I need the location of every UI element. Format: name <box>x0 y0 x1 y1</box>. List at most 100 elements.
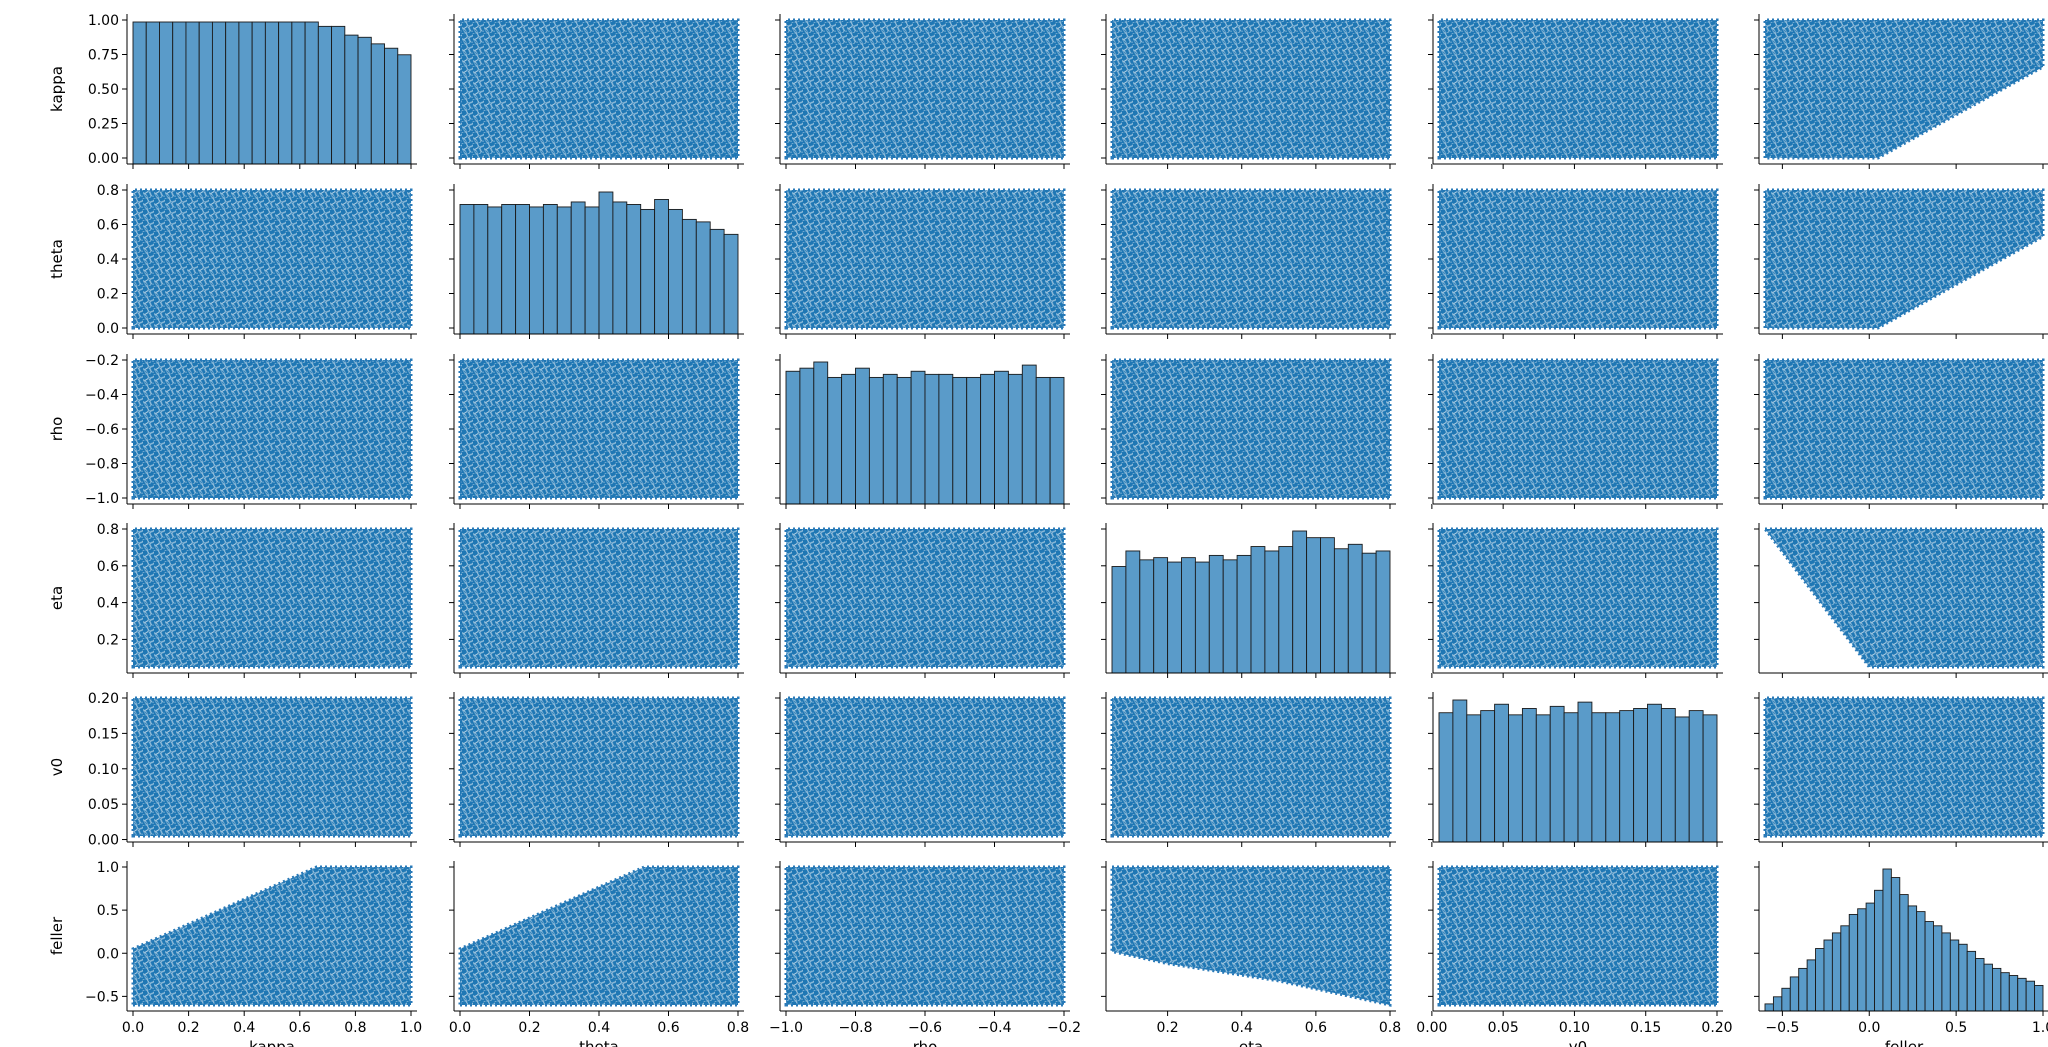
panel-eta-vs-theta <box>449 523 744 678</box>
hist-bar-feller-0 <box>1764 1003 1774 1012</box>
scatter-edge-theta-vs-kappa <box>131 188 413 330</box>
hist-bar-eta-6 <box>1194 561 1210 674</box>
hist-bar-feller-3 <box>1789 976 1800 1012</box>
scatter-cloud-kappa-vs-theta <box>460 20 738 158</box>
scatter-edge-kappa-vs-theta <box>458 18 740 160</box>
hist-bar-kappa-18 <box>370 43 385 165</box>
panel-v0-vs-eta <box>1101 692 1396 847</box>
y-axis-label-kappa: kappa <box>48 66 66 112</box>
panel-eta-vs-feller <box>1754 523 2048 678</box>
y-axis-label-feller: feller <box>48 916 66 955</box>
hist-bar-rho-5 <box>855 367 870 505</box>
x-tick-label-kappa: 1.0 <box>400 1020 422 1036</box>
hist-bar-rho-1 <box>799 367 815 505</box>
hist-bar-feller-14 <box>1882 868 1892 1012</box>
hist-bar-theta-11 <box>612 201 628 335</box>
hist-bar-theta-2 <box>487 206 503 335</box>
y-tick-label-feller: 0.0 <box>97 946 119 962</box>
hist-bar-feller-12 <box>1865 902 1875 1012</box>
hist-bar-eta-2 <box>1139 559 1155 674</box>
y-tick-label-v0: 0.05 <box>88 797 119 813</box>
hist-bar-theta-15 <box>668 208 683 335</box>
hist-bar-feller-2 <box>1781 987 1791 1012</box>
hist-bar-feller-10 <box>1848 913 1859 1012</box>
hist-bar-v0-14 <box>1633 708 1648 843</box>
hist-bar-rho-17 <box>1021 364 1037 505</box>
scatter-edge-feller-vs-v0 <box>1437 865 1719 1007</box>
scatter-edge-eta-vs-theta <box>458 527 740 669</box>
hist-bar-eta-1 <box>1125 550 1141 674</box>
labels: 0.00 0.25 0.50 0.75 1.00 0.0 0.2 0.4 0.6 0.8 −1.0 −… <box>48 13 2048 1047</box>
y-tick-label-rho: −1.0 <box>85 491 119 507</box>
panel-rho-vs-feller <box>1754 354 2048 509</box>
y-tick-label-eta: 0.6 <box>97 559 119 575</box>
scatter-cloud-feller-vs-eta <box>1112 867 1390 1005</box>
y-tick-label-v0: 0.20 <box>88 691 119 707</box>
scatter-cloud-v0-vs-eta <box>1112 698 1390 836</box>
scatter-cloud-v0-vs-kappa <box>133 698 411 836</box>
x-tick-label-feller: 1.0 <box>2032 1020 2048 1036</box>
x-tick-label-rho: −0.6 <box>908 1020 942 1036</box>
x-tick-label-theta: 0.2 <box>518 1020 540 1036</box>
panel-kappa-vs-theta <box>449 14 744 169</box>
hist-bar-kappa-8 <box>238 21 253 165</box>
hist-bar-rho-9 <box>910 370 926 505</box>
hist-bar-theta-0 <box>459 204 475 335</box>
hist-bar-kappa-7 <box>225 21 240 165</box>
hist-bar-theta-3 <box>501 204 517 335</box>
panel-kappa-vs-eta <box>1101 14 1396 169</box>
hist-bar-kappa-14 <box>317 25 333 165</box>
hist-bar-theta-6 <box>542 204 558 335</box>
hist-bar-eta-16 <box>1333 548 1349 674</box>
hist-bar-rho-11 <box>938 373 954 505</box>
panel-v0-vs-v0 <box>1428 692 1723 847</box>
panel-theta-vs-v0 <box>1428 184 1723 339</box>
hist-bar-feller-11 <box>1857 908 1867 1012</box>
scatter-edge-eta-vs-feller <box>1761 527 2045 669</box>
hist-bar-feller-22 <box>1949 939 1960 1012</box>
panels <box>122 14 2048 1016</box>
hist-bar-feller-17 <box>1907 905 1918 1012</box>
hist-bar-kappa-13 <box>304 21 319 165</box>
scatter-edge-rho-vs-v0 <box>1437 358 1719 500</box>
scatter-edge-theta-vs-feller <box>1763 188 2045 330</box>
hist-bar-rho-13 <box>966 376 982 505</box>
x-tick-label-eta: 0.2 <box>1156 1020 1178 1036</box>
hist-bar-theta-12 <box>626 204 642 335</box>
hist-bar-feller-18 <box>1916 911 1926 1012</box>
scatter-cloud-kappa-vs-v0 <box>1439 20 1717 158</box>
panel-feller-vs-theta <box>449 861 744 1016</box>
scatter-edge-rho-vs-eta <box>1110 358 1392 500</box>
hist-bar-v0-19 <box>1702 714 1718 843</box>
hist-bar-kappa-20 <box>397 54 412 165</box>
y-tick-label-feller: 0.5 <box>97 903 119 919</box>
hist-bar-eta-13 <box>1292 530 1308 674</box>
panel-eta-vs-rho <box>775 523 1070 678</box>
x-tick-label-rho: −0.8 <box>839 1020 873 1036</box>
y-tick-label-eta: 0.4 <box>97 596 119 612</box>
panel-rho-vs-rho <box>775 354 1070 509</box>
panel-theta-vs-kappa <box>122 184 417 339</box>
x-axis-label-theta: theta <box>579 1038 619 1047</box>
hist-bar-kappa-15 <box>331 25 346 165</box>
panel-v0-vs-feller <box>1754 692 2048 847</box>
scatter-edge-kappa-vs-feller <box>1763 18 2045 160</box>
scatter-cloud-rho-vs-feller <box>1765 360 2043 498</box>
scatter-cloud-kappa-vs-feller <box>1765 20 2043 158</box>
hist-bar-eta-4 <box>1167 561 1182 674</box>
scatter-cloud-eta-vs-v0 <box>1439 529 1717 667</box>
x-axis-label-kappa: kappa <box>249 1038 295 1047</box>
scatter-edge-feller-vs-theta <box>458 865 740 1007</box>
scatter-cloud-rho-vs-eta <box>1112 360 1390 498</box>
hist-bar-v0-4 <box>1494 703 1509 843</box>
scatter-cloud-eta-vs-rho <box>786 529 1064 667</box>
scatter-cloud-theta-vs-feller <box>1765 190 2043 328</box>
scatter-cloud-rho-vs-theta <box>460 360 738 498</box>
x-axis-label-rho: rho <box>913 1038 938 1047</box>
scatter-edge-eta-vs-rho <box>784 527 1066 669</box>
y-tick-label-feller: 1.0 <box>97 860 119 876</box>
x-tick-label-rho: −0.2 <box>1047 1020 1081 1036</box>
hist-bar-v0-17 <box>1674 716 1690 843</box>
x-tick-label-feller: −0.5 <box>1765 1020 1799 1036</box>
